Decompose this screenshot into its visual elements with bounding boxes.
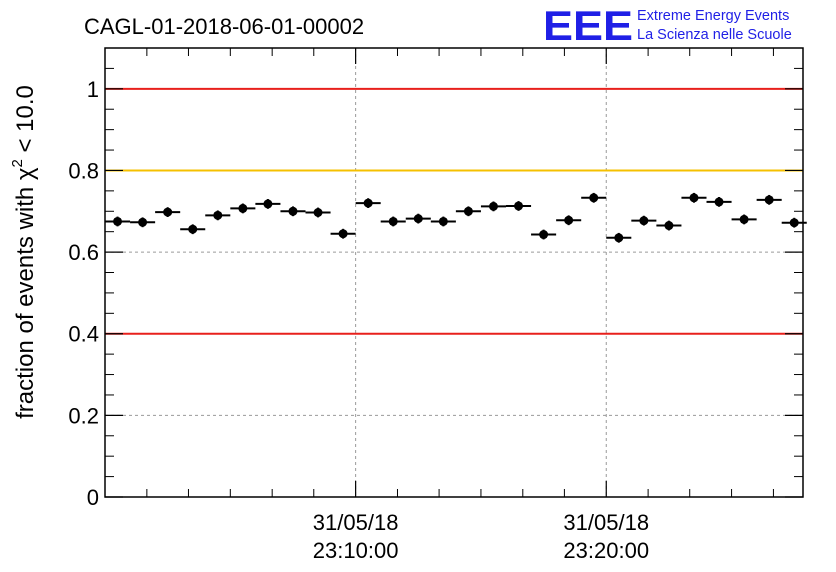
data-point-marker-11 (388, 216, 398, 226)
data-point-marker-14 (463, 206, 473, 216)
data-point-marker-1 (138, 217, 148, 227)
eee-logo-line1: Extreme Energy Events (637, 8, 789, 24)
data-point-marker-27 (789, 218, 799, 228)
data-point-12 (405, 213, 431, 224)
y-axis-ticks: 0 0.2 0.4 0.6 0.8 1 (68, 67, 803, 510)
y-tick-label-0: 0 (87, 485, 99, 510)
data-point-23 (681, 192, 707, 203)
data-point-8 (305, 207, 331, 218)
data-point-15 (480, 201, 507, 212)
data-point-marker-21 (639, 216, 649, 226)
data-point-marker-23 (689, 193, 699, 203)
data-point-18 (556, 215, 582, 226)
data-point-9 (330, 228, 356, 239)
data-point-27 (781, 217, 807, 228)
data-point-marker-22 (664, 221, 674, 231)
data-point-7 (280, 206, 306, 217)
data-point-marker-24 (714, 197, 724, 207)
data-point-24 (706, 196, 732, 207)
data-point-marker-5 (238, 203, 248, 213)
data-point-20 (606, 232, 632, 243)
data-point-marker-12 (413, 214, 423, 224)
data-point-marker-6 (263, 199, 273, 209)
data-point-10 (355, 198, 381, 209)
data-point-22 (656, 220, 682, 231)
x-axis-ticks: 31/05/18 23:10:00 31/05/18 23:20:00 (146, 48, 774, 563)
data-point-marker-20 (614, 233, 624, 243)
y-axis-label: fraction of events with χ2 < 10.0 (9, 85, 39, 419)
data-point-19 (581, 192, 607, 203)
data-point-6 (255, 199, 281, 209)
data-point-marker-13 (438, 216, 448, 226)
data-point-marker-2 (163, 207, 173, 217)
eee-logo-mark: EEE (543, 2, 633, 49)
data-point-marker-7 (288, 206, 298, 216)
data-point-marker-0 (113, 216, 123, 226)
eee-logo-line2: La Scienza nelle Scuole (637, 27, 792, 43)
x-tick-label-date-0: 31/05/18 (313, 510, 399, 535)
eee-logo: EEE Extreme Energy Events La Scienza nel… (543, 2, 792, 49)
y-axis-label-chi: χ (12, 167, 39, 180)
data-point-17 (531, 229, 557, 240)
data-point-25 (731, 214, 757, 225)
y-tick-label-3: 0.6 (68, 240, 99, 265)
x-tick-label-time-0: 23:10:00 (313, 538, 399, 563)
data-point-marker-8 (313, 207, 323, 217)
data-point-3 (180, 224, 206, 235)
data-point-marker-25 (739, 214, 749, 224)
data-point-marker-15 (488, 201, 498, 211)
data-point-2 (155, 207, 181, 217)
data-point-marker-26 (764, 195, 774, 205)
y-tick-label-1: 0.2 (68, 403, 99, 428)
data-point-0 (105, 216, 131, 227)
chart-title: CAGL-01-2018-06-01-00002 (84, 14, 364, 39)
data-point-marker-17 (539, 230, 549, 240)
svg-text:fraction of events with χ2 < 1: fraction of events with χ2 < 10.0 (9, 85, 39, 419)
data-point-1 (130, 217, 156, 228)
y-tick-label-2: 0.4 (68, 322, 99, 347)
x-tick-label-time-1: 23:20:00 (563, 538, 649, 563)
data-point-marker-3 (188, 224, 198, 234)
y-tick-label-4: 0.8 (68, 158, 99, 183)
y-axis-label-suffix: < 10.0 (12, 85, 39, 159)
data-points (105, 192, 807, 243)
data-point-marker-19 (589, 193, 599, 203)
data-point-14 (455, 206, 481, 217)
data-point-marker-18 (564, 215, 574, 225)
y-tick-label-5: 1 (87, 77, 99, 102)
data-point-21 (631, 215, 657, 226)
data-point-5 (230, 203, 256, 214)
y-axis-label-sup: 2 (9, 159, 26, 167)
data-point-16 (506, 201, 532, 211)
data-point-marker-4 (213, 210, 223, 220)
data-point-marker-9 (338, 229, 348, 239)
reference-lines (105, 87, 803, 335)
data-point-13 (430, 216, 456, 227)
data-point-26 (756, 194, 782, 205)
data-point-4 (205, 210, 231, 221)
x-tick-label-date-1: 31/05/18 (563, 510, 649, 535)
y-axis-label-prefix: fraction of events with (12, 180, 39, 419)
data-point-11 (380, 216, 406, 227)
data-point-marker-16 (514, 201, 524, 211)
data-point-marker-10 (363, 198, 373, 208)
